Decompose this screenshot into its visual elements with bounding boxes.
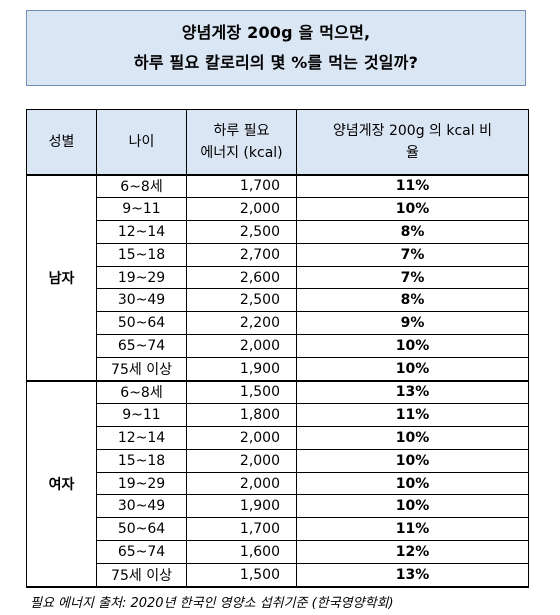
header-energy: 하루 필요 에너지 (kcal) xyxy=(186,109,297,175)
table-row: 50~64 2,200 9% xyxy=(27,311,529,336)
ratio-cell: 7% xyxy=(296,242,529,267)
age-cell: 65~74 xyxy=(96,334,187,359)
ratio-cell: 13% xyxy=(296,563,529,588)
ratio-cell: 10% xyxy=(296,357,529,382)
energy-cell: 2,200 xyxy=(186,311,297,336)
age-cell: 75세 이상 xyxy=(96,563,187,588)
age-cell: 12~14 xyxy=(96,425,187,450)
ratio-cell: 10% xyxy=(296,471,529,496)
gender-cell: 남자 xyxy=(26,173,97,382)
age-cell: 12~14 xyxy=(96,219,187,244)
title-banner: 양념게장 200g 을 먹으면, 하루 필요 칼로리의 몇 %를 먹는 것일까? xyxy=(26,10,526,86)
ratio-cell: 11% xyxy=(296,402,529,427)
energy-cell: 2,000 xyxy=(186,471,297,496)
ratio-cell: 13% xyxy=(296,380,529,404)
header-ratio-line-2: 율 xyxy=(406,144,419,161)
ratio-cell: 7% xyxy=(296,265,529,290)
energy-cell: 1,600 xyxy=(186,540,297,565)
age-cell: 9~11 xyxy=(96,402,187,427)
table-row: 남자 6~8세 1,700 11% xyxy=(26,173,529,382)
table-row: 15~18 2,000 10% xyxy=(27,448,529,473)
age-cell: 30~49 xyxy=(96,288,187,313)
ratio-cell: 11% xyxy=(296,174,529,198)
ratio-cell: 8% xyxy=(296,219,529,244)
header-energy-line-1: 하루 필요 xyxy=(213,122,270,139)
title-line-1: 양념게장 200g 을 먹으면, xyxy=(181,23,371,42)
table-header-row: 성별 나이 하루 필요 에너지 (kcal) 양념게장 200g 의 kcal … xyxy=(26,109,529,175)
title-line-2: 하루 필요 칼로리의 몇 %를 먹는 것일까? xyxy=(133,53,419,72)
table-row: 19~29 2,000 10% xyxy=(27,471,529,496)
age-cell: 75세 이상 xyxy=(96,357,187,382)
energy-cell: 1,500 xyxy=(186,380,297,404)
table-row: 9~11 1,800 11% xyxy=(27,402,529,427)
table-body: 남자 6~8세 1,700 11% 9~11 2,000 10% 12~14 2,500 8% 15… xyxy=(26,173,529,588)
table-row: 75세 이상 1,900 10% xyxy=(27,357,529,382)
ratio-cell: 12% xyxy=(296,540,529,565)
age-cell: 65~74 xyxy=(96,540,187,565)
age-cell: 19~29 xyxy=(96,265,187,290)
age-cell: 6~8세 xyxy=(96,174,187,198)
energy-cell: 1,500 xyxy=(186,563,297,588)
table-row: 65~74 2,000 10% xyxy=(27,334,529,359)
age-cell: 15~18 xyxy=(96,242,187,267)
energy-cell: 1,700 xyxy=(186,517,297,542)
source-note: 필요 에너지 출처: 2020년 한국인 영양소 섭취기준 (한국영양학회) xyxy=(30,596,394,611)
table-row: 여자 6~8세 1,500 13% xyxy=(26,380,529,588)
age-cell: 50~64 xyxy=(96,517,187,542)
energy-cell: 1,800 xyxy=(186,402,297,427)
header-gender: 성별 xyxy=(26,109,97,175)
ratio-cell: 10% xyxy=(296,448,529,473)
header-age: 나이 xyxy=(96,109,187,175)
age-cell: 50~64 xyxy=(96,311,187,336)
energy-cell: 1,900 xyxy=(186,494,297,519)
energy-cell: 2,000 xyxy=(186,448,297,473)
energy-cell: 2,000 xyxy=(186,196,297,221)
header-ratio-line-1: 양념게장 200g 의 kcal 비 xyxy=(333,122,492,139)
ratio-cell: 9% xyxy=(296,311,529,336)
energy-cell: 2,600 xyxy=(186,265,297,290)
table-row: 50~64 1,700 11% xyxy=(27,517,529,542)
table-row: 19~29 2,600 7% xyxy=(27,265,529,290)
energy-cell: 2,700 xyxy=(186,242,297,267)
age-cell: 19~29 xyxy=(96,471,187,496)
ratio-cell: 10% xyxy=(296,334,529,359)
table-row: 15~18 2,700 7% xyxy=(27,242,529,267)
table-row: 12~14 2,000 10% xyxy=(27,425,529,450)
table-row: 30~49 2,500 8% xyxy=(27,288,529,313)
header-energy-line-2: 에너지 (kcal) xyxy=(200,144,283,161)
ratio-cell: 10% xyxy=(296,425,529,450)
header-ratio: 양념게장 200g 의 kcal 비 율 xyxy=(296,109,529,175)
energy-ratio-table: 성별 나이 하루 필요 에너지 (kcal) 양념게장 200g 의 kcal … xyxy=(26,109,529,588)
age-cell: 6~8세 xyxy=(96,380,187,404)
ratio-cell: 8% xyxy=(296,288,529,313)
table-row: 65~74 1,600 12% xyxy=(27,540,529,565)
table-row: 9~11 2,000 10% xyxy=(27,196,529,221)
energy-cell: 2,500 xyxy=(186,219,297,244)
energy-cell: 2,000 xyxy=(186,425,297,450)
energy-cell: 1,900 xyxy=(186,357,297,382)
energy-cell: 2,000 xyxy=(186,334,297,359)
table-row: 30~49 1,900 10% xyxy=(27,494,529,519)
table-row: 12~14 2,500 8% xyxy=(27,219,529,244)
gender-cell: 여자 xyxy=(26,380,97,588)
age-cell: 15~18 xyxy=(96,448,187,473)
age-cell: 30~49 xyxy=(96,494,187,519)
ratio-cell: 10% xyxy=(296,494,529,519)
energy-cell: 1,700 xyxy=(186,174,297,198)
ratio-cell: 11% xyxy=(296,517,529,542)
energy-cell: 2,500 xyxy=(186,288,297,313)
table-row: 75세 이상 1,500 13% xyxy=(27,563,529,588)
ratio-cell: 10% xyxy=(296,196,529,221)
age-cell: 9~11 xyxy=(96,196,187,221)
